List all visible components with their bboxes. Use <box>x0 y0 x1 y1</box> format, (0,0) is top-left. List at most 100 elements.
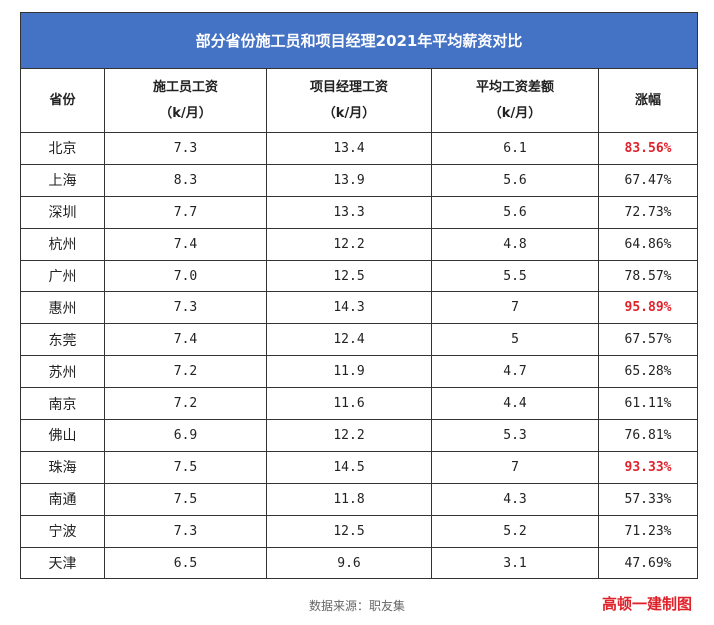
cell-manager: 12.4 <box>266 323 432 357</box>
cell-diff: 5 <box>431 323 599 357</box>
cell-diff: 5.3 <box>431 419 599 452</box>
cell-province: 珠海 <box>20 450 105 484</box>
table-row: 苏州 7.2 11.9 4.7 65.28% <box>20 355 699 389</box>
cell-province: 深圳 <box>20 195 105 229</box>
cell-growth: 67.47% <box>597 163 699 197</box>
cell-diff: 4.4 <box>431 387 599 421</box>
cell-manager: 12.2 <box>266 419 432 452</box>
cell-growth: 47.69% <box>597 546 699 580</box>
table-title: 部分省份施工员和项目经理2021年平均薪资对比 <box>19 12 699 69</box>
cell-growth: 61.11% <box>597 387 699 421</box>
cell-worker: 7.0 <box>104 259 267 293</box>
cell-growth: 57.33% <box>597 482 699 516</box>
cell-diff: 3.1 <box>431 546 599 580</box>
cell-diff: 4.7 <box>431 355 599 389</box>
data-source: 数据来源：职友集 <box>308 599 405 613</box>
table-row: 东莞 7.4 12.4 5 67.57% <box>20 323 699 357</box>
table-row: 佛山 6.9 12.2 5.3 76.81% <box>20 419 699 452</box>
cell-worker: 7.3 <box>104 132 267 165</box>
table-row: 惠州 7.3 14.3 7 95.89% <box>20 291 699 325</box>
cell-manager: 11.9 <box>266 355 432 389</box>
cell-worker: 7.5 <box>104 482 267 516</box>
cell-manager: 14.3 <box>266 291 432 325</box>
header-growth: 涨幅 <box>597 68 699 133</box>
cell-province: 宁波 <box>20 514 105 548</box>
header-manager-label: 项目经理工资 <box>309 79 388 95</box>
cell-manager: 9.6 <box>266 546 432 580</box>
table-row: 南通 7.5 11.8 4.3 57.33% <box>20 482 699 516</box>
cell-manager: 11.8 <box>266 482 432 516</box>
cell-province: 东莞 <box>20 323 105 357</box>
table-row: 深圳 7.7 13.3 5.6 72.73% <box>20 195 699 229</box>
cell-worker: 7.2 <box>104 387 267 421</box>
cell-diff: 7 <box>431 291 599 325</box>
cell-manager: 13.3 <box>266 195 432 229</box>
cell-growth: 78.57% <box>597 259 699 293</box>
header-diff-label: 平均工资差额 <box>475 79 554 95</box>
cell-province: 苏州 <box>20 355 105 389</box>
cell-manager: 12.5 <box>266 259 432 293</box>
cell-diff: 5.5 <box>431 259 599 293</box>
table-row: 宁波 7.3 12.5 5.2 71.23% <box>20 514 699 548</box>
cell-growth: 72.73% <box>597 195 699 229</box>
header-worker: 施工员工资 （k/月） <box>104 68 267 133</box>
cell-manager: 11.6 <box>266 387 432 421</box>
header-worker-label: 施工员工资 <box>152 79 218 95</box>
cell-diff: 6.1 <box>431 132 599 165</box>
cell-diff: 5.6 <box>431 163 599 197</box>
cell-growth: 65.28% <box>597 355 699 389</box>
table-row: 北京 7.3 13.4 6.1 83.56% <box>20 132 699 165</box>
cell-growth: 67.57% <box>597 323 699 357</box>
cell-manager: 14.5 <box>266 450 432 484</box>
cell-province: 天津 <box>20 546 105 580</box>
header-diff-unit: （k/月） <box>488 105 542 121</box>
cell-worker: 7.4 <box>104 227 267 261</box>
header-row: 省份 施工员工资 （k/月） 项目经理工资 （k/月） 平均工资差额 （k/月）… <box>20 68 699 133</box>
cell-worker: 6.5 <box>104 546 267 580</box>
table-row: 杭州 7.4 12.2 4.8 64.86% <box>20 227 699 261</box>
cell-province: 南京 <box>20 387 105 421</box>
cell-growth: 71.23% <box>597 514 699 548</box>
cell-manager: 13.9 <box>266 163 432 197</box>
header-worker-unit: （k/月） <box>159 105 212 121</box>
cell-worker: 8.3 <box>104 163 267 197</box>
table-body: 北京 7.3 13.4 6.1 83.56% 上海 8.3 13.9 5.6 67.47% 深圳 7.… <box>20 132 699 580</box>
header-manager: 项目经理工资 （k/月） <box>266 68 432 133</box>
cell-worker: 7.2 <box>104 355 267 389</box>
cell-province: 佛山 <box>20 419 105 452</box>
cell-growth: 64.86% <box>597 227 699 261</box>
cell-worker: 7.7 <box>104 195 267 229</box>
brand-label: 高顿一建制图 <box>601 595 692 613</box>
cell-diff: 5.6 <box>431 195 599 229</box>
cell-diff: 4.3 <box>431 482 599 516</box>
table-row: 珠海 7.5 14.5 7 93.33% <box>20 450 699 484</box>
cell-worker: 7.5 <box>104 450 267 484</box>
header-manager-unit: （k/月） <box>322 105 376 121</box>
cell-manager: 12.2 <box>266 227 432 261</box>
cell-diff: 4.8 <box>431 227 599 261</box>
cell-province: 北京 <box>20 132 105 165</box>
cell-worker: 7.4 <box>104 323 267 357</box>
cell-worker: 7.3 <box>104 514 267 548</box>
cell-growth: 95.89% <box>597 291 699 325</box>
cell-growth: 93.33% <box>597 450 699 484</box>
cell-province: 南通 <box>20 482 105 516</box>
cell-diff: 5.2 <box>431 514 599 548</box>
cell-manager: 12.5 <box>266 514 432 548</box>
cell-province: 广州 <box>20 259 105 293</box>
salary-table: 部分省份施工员和项目经理2021年平均薪资对比 省份 施工员工资 （k/月） 项… <box>19 12 699 580</box>
cell-province: 惠州 <box>20 291 105 325</box>
cell-worker: 6.9 <box>104 419 267 452</box>
cell-province: 杭州 <box>20 227 105 261</box>
table-row: 上海 8.3 13.9 5.6 67.47% <box>20 163 699 197</box>
header-province: 省份 <box>20 68 105 133</box>
table-row: 南京 7.2 11.6 4.4 61.11% <box>20 387 699 421</box>
cell-manager: 13.4 <box>266 132 432 165</box>
cell-growth: 76.81% <box>597 419 699 452</box>
table-row: 广州 7.0 12.5 5.5 78.57% <box>20 259 699 293</box>
cell-growth: 83.56% <box>597 132 699 165</box>
table-row: 天津 6.5 9.6 3.1 47.69% <box>20 546 699 580</box>
cell-worker: 7.3 <box>104 291 267 325</box>
cell-diff: 7 <box>431 450 599 484</box>
header-diff: 平均工资差额 （k/月） <box>431 68 599 133</box>
